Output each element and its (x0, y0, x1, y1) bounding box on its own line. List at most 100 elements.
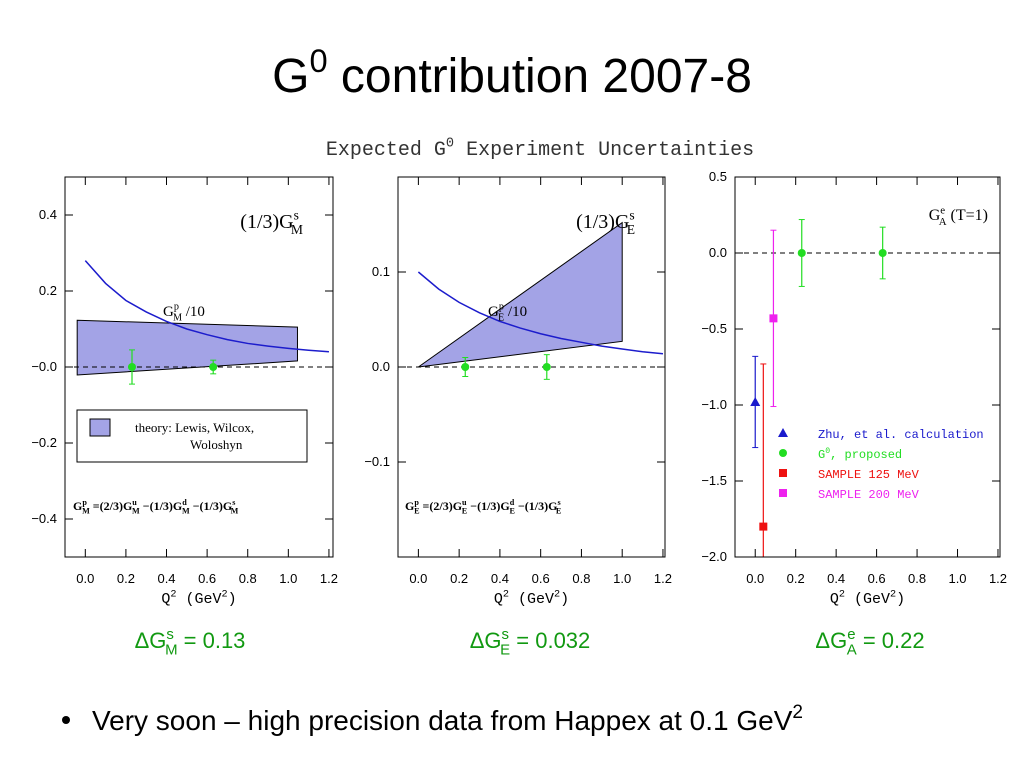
curve (417, 271, 664, 355)
curve (84, 260, 329, 353)
text-part: (T=1) (947, 207, 988, 224)
panel-label: (1/3)Gs E (576, 208, 635, 237)
text-part: E (500, 642, 510, 659)
y-tick-label: 0.0 (709, 245, 727, 260)
text-part: E (498, 313, 504, 324)
panel-label: Ge A (T=1) (929, 204, 988, 228)
plot-frame (734, 176, 1001, 558)
text-part: e (847, 626, 855, 643)
marker (769, 314, 778, 323)
text-part: M (165, 642, 177, 659)
text-part: ) (896, 591, 905, 608)
curve-label: Gp M /10 (163, 302, 205, 324)
marker (759, 522, 768, 531)
text-part: E (462, 507, 468, 516)
text-part: s (166, 626, 173, 643)
text-part: p (174, 302, 179, 313)
text-part: M (173, 313, 182, 324)
text-part: s (629, 208, 634, 223)
text-part: 0 (309, 42, 327, 79)
text-part: M (132, 507, 140, 516)
text-part: e (940, 204, 945, 216)
marker (750, 396, 761, 406)
text-part: Q (830, 591, 839, 608)
text-part: 2 (222, 590, 228, 601)
text-part: , proposed (830, 448, 902, 462)
formula: Gp E =(2/3)Gu E −(1/3)Gd E −(1/3)Gs E (405, 498, 562, 516)
text-part: −(1/3)G (140, 499, 183, 513)
text-part: s (232, 498, 235, 507)
x-tick-label: 0.4 (827, 571, 845, 586)
text-part: d (510, 498, 515, 507)
legend-text: theory: Lewis, Wilcox, (135, 420, 254, 435)
legend-text: Zhu, et al. calculation (818, 428, 984, 442)
x-tick-label: 1.0 (613, 571, 631, 586)
y-tick-label: 0.0 (372, 359, 390, 374)
text-part: M (82, 507, 90, 516)
text-part: s (294, 208, 299, 223)
x-tick-label: 0.6 (868, 571, 886, 586)
text-part: u (462, 498, 467, 507)
text-part: Q (161, 591, 170, 608)
x-tick-label: 1.2 (989, 571, 1007, 586)
text-part: M (182, 507, 190, 516)
y-tick-label: 0.5 (709, 169, 727, 184)
y-tick-label: −0.2 (31, 435, 57, 450)
text-part: contribution 2007-8 (328, 50, 752, 103)
text-part: d (182, 498, 187, 507)
x-tick-label: 0.0 (746, 571, 764, 586)
text-part: −(1/3)G (515, 499, 558, 513)
x-axis-label: Q2 (GeV2) (830, 590, 905, 608)
x-tick-label: 0.8 (239, 571, 257, 586)
text-part: u (132, 498, 137, 507)
annotation: ΔGs M = 0.13 (135, 626, 246, 659)
x-axis-label: Q2 (GeV2) (494, 590, 569, 608)
y-tick-label: −2.0 (701, 549, 727, 564)
text-part: =(2/3)G (420, 499, 463, 513)
text-part: A (939, 216, 947, 228)
x-tick-label: 0.8 (908, 571, 926, 586)
annotation: ΔGs E = 0.032 (470, 626, 591, 659)
text-part: (1/3)G (240, 211, 293, 233)
y-tick-label: −0.0 (31, 359, 57, 374)
x-tick-label: 0.4 (491, 571, 509, 586)
text-part: /10 (504, 304, 527, 320)
y-tick-label: −0.5 (701, 321, 727, 336)
x-tick-label: 1.2 (320, 571, 338, 586)
text-part: G (73, 499, 82, 513)
x-tick-label: 1.0 (948, 571, 966, 586)
text-part: 0 (446, 137, 454, 152)
legend-text: Woloshyn (190, 437, 243, 452)
x-tick-label: 0.0 (409, 571, 427, 586)
y-tick-label: 0.1 (372, 264, 390, 279)
text-part: G (405, 499, 414, 513)
text-part: −(1/3)G (190, 499, 233, 513)
formula: Gp M =(2/3)Gu M −(1/3)Gd M −(1/3)Gs M (73, 498, 239, 516)
x-tick-label: 0.4 (157, 571, 175, 586)
text-part: = 0.032 (510, 628, 590, 653)
text-part: 2 (839, 590, 845, 601)
plot-area (398, 221, 665, 380)
text-part: (GeV (509, 591, 554, 608)
x-tick-label: 0.0 (76, 571, 94, 586)
plot-area (65, 260, 333, 385)
text-part: p (499, 302, 504, 313)
text-part: E (414, 507, 420, 516)
text-part: M (291, 222, 303, 237)
x-tick-label: 0.2 (787, 571, 805, 586)
x-tick-label: 0.6 (198, 571, 216, 586)
y-tick-label: −1.5 (701, 473, 727, 488)
text-part: E (627, 222, 635, 237)
marker (209, 363, 218, 371)
text-part: =(2/3)G (90, 499, 133, 513)
text-part: Very soon – high precision data from Hap… (92, 705, 793, 736)
legend-box (76, 409, 308, 463)
text-part: 0 (825, 447, 830, 456)
legend-text: SAMPLE 125 MeV (818, 468, 920, 482)
text-part: Expected G (326, 139, 446, 162)
slide-title: G0 contribution 2007-8 (272, 42, 752, 103)
theory-band (418, 221, 623, 368)
text-part: M (231, 507, 239, 516)
marker (542, 363, 551, 371)
